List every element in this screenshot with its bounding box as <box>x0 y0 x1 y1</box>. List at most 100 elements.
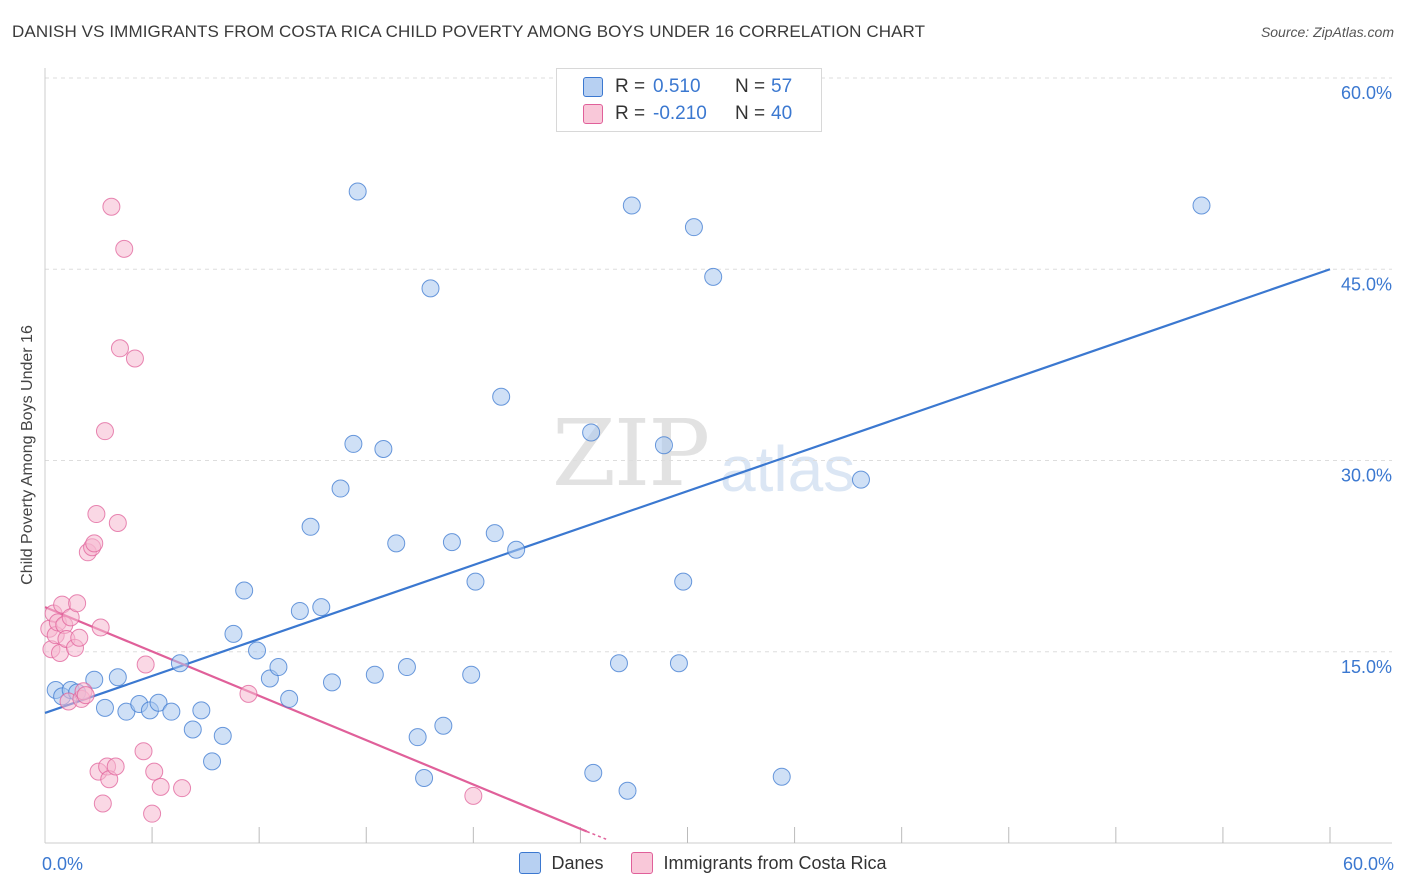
legend-n-label: N = <box>735 103 766 124</box>
legend-item-costa-rica[interactable]: Immigrants from Costa Rica <box>631 852 887 874</box>
series-legend: Danes Immigrants from Costa Rica <box>0 852 1406 874</box>
danes-point <box>492 387 511 406</box>
legend-n-value: 40 <box>771 103 793 124</box>
costa-rica-point <box>136 655 155 674</box>
y-tick-label: 60.0% <box>1341 83 1392 103</box>
danes-point <box>415 768 434 787</box>
tick-labels: 15.0% 30.0% 45.0% 60.0% 0.0% 60.0% <box>42 83 1394 874</box>
costa-rica-point <box>76 686 95 705</box>
legend-label-danes: Danes <box>551 852 604 873</box>
costa-rica-point <box>93 794 112 813</box>
costa-rica-point <box>145 762 164 781</box>
danes-point <box>584 763 603 782</box>
costa-rica-point <box>239 684 258 703</box>
legend-swatch-blue <box>519 852 542 874</box>
danes-point <box>248 641 267 660</box>
legend-swatch-pink <box>631 852 654 874</box>
y-tick-label: 30.0% <box>1341 466 1392 486</box>
costa-rica-point <box>106 757 125 776</box>
legend-r-value: 0.510 <box>653 76 701 97</box>
costa-rica-point <box>151 777 170 796</box>
danes-point <box>851 470 870 489</box>
y-tick-label: 45.0% <box>1341 274 1392 294</box>
legend-row-costa-rica: R = -0.210 N = 40 <box>583 102 792 126</box>
danes-point <box>462 665 481 684</box>
danes-point <box>348 182 367 201</box>
costa-rica-point <box>91 618 110 637</box>
danes-point <box>235 581 254 600</box>
danes-point <box>170 654 189 673</box>
danes-point <box>95 698 114 717</box>
danes-point <box>224 624 243 643</box>
danes-point <box>772 767 791 786</box>
legend-r-value: -0.210 <box>653 103 707 124</box>
data-points <box>40 182 1211 823</box>
correlation-legend: R = 0.510 N = 57 R = -0.210 N = 40 <box>556 68 822 132</box>
danes-point <box>1192 196 1211 215</box>
legend-n-value: 57 <box>771 76 793 97</box>
gridlines <box>45 77 1392 653</box>
danes-point <box>442 533 461 552</box>
costa-rica-point <box>134 742 153 761</box>
danes-point <box>280 689 299 708</box>
axes <box>44 68 1392 844</box>
danes-point <box>192 701 211 720</box>
watermark-atlas: atlas <box>720 433 856 505</box>
trend-lines <box>44 268 1331 840</box>
danes-point <box>408 728 427 747</box>
danes-point <box>149 693 168 712</box>
costa-rica-point <box>115 239 134 258</box>
legend-r-label: R = <box>615 76 646 97</box>
legend-row-danes: R = 0.510 N = 57 <box>583 75 792 99</box>
costa-rica-point <box>143 804 162 823</box>
costa-rica-point <box>102 197 121 216</box>
danes-point <box>397 658 416 677</box>
costa-rica-point <box>108 513 127 532</box>
costa-rica-point <box>68 594 87 613</box>
danes-trend-line <box>44 268 1331 714</box>
legend-r-label: R = <box>615 103 646 124</box>
danes-point <box>322 673 341 692</box>
legend-n-label: N = <box>735 76 766 97</box>
danes-point <box>108 668 127 687</box>
danes-point <box>269 658 288 677</box>
legend-label-costa-rica: Immigrants from Costa Rica <box>663 852 887 873</box>
legend-item-danes[interactable]: Danes <box>519 852 603 874</box>
x-tick-label: 60.0% <box>1343 854 1394 874</box>
costa-rica-point <box>110 339 129 358</box>
costa-rica-trend-extension <box>586 830 607 840</box>
danes-point <box>365 665 384 684</box>
danes-point <box>466 572 485 591</box>
danes-point <box>669 654 688 673</box>
danes-point <box>622 196 641 215</box>
x-tick-label: 0.0% <box>42 854 83 874</box>
danes-point <box>674 572 693 591</box>
costa-rica-point <box>173 779 192 798</box>
danes-point <box>485 524 504 543</box>
costa-rica-point <box>125 349 144 368</box>
danes-point <box>203 752 222 771</box>
costa-rica-point <box>95 422 114 441</box>
danes-point <box>507 540 526 559</box>
legend-swatch-blue <box>583 77 603 97</box>
danes-point <box>344 434 363 453</box>
danes-point <box>704 267 723 286</box>
source-label: Source: ZipAtlas.com <box>1260 24 1394 40</box>
danes-point <box>609 654 628 673</box>
danes-point <box>213 726 232 745</box>
watermark-zip: ZIP <box>552 400 710 507</box>
danes-point <box>387 534 406 553</box>
danes-point <box>374 440 393 459</box>
danes-point <box>618 781 637 800</box>
costa-rica-point <box>85 534 104 553</box>
costa-rica-trend-line <box>44 606 588 833</box>
danes-point <box>684 218 703 237</box>
danes-point <box>654 436 673 455</box>
danes-point <box>434 716 453 735</box>
danes-point <box>421 279 440 298</box>
costa-rica-point <box>87 505 106 524</box>
danes-point <box>582 423 601 442</box>
costa-rica-point <box>464 786 483 805</box>
costa-rica-point <box>70 628 89 647</box>
